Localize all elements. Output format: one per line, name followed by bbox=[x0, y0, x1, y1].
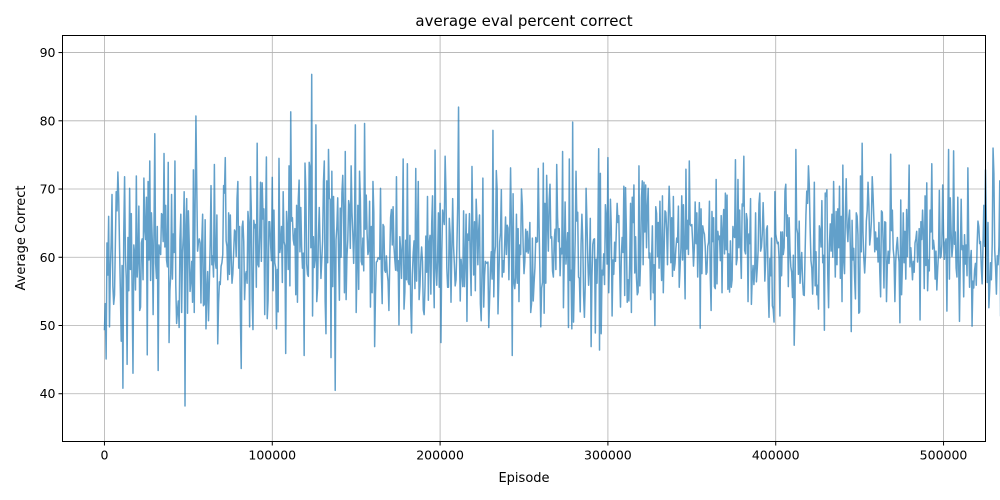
y-axis: 40 50 60 70 80 90 bbox=[40, 45, 63, 401]
y-tick-label: 40 bbox=[40, 386, 56, 401]
x-tick-label: 0 bbox=[100, 448, 108, 463]
x-axis-label: Episode bbox=[498, 471, 549, 486]
series-layer bbox=[103, 73, 1000, 407]
y-tick-label: 70 bbox=[40, 182, 56, 197]
y-tick-label: 90 bbox=[40, 45, 56, 60]
x-axis: 0 100000 200000 300000 400000 500000 bbox=[100, 441, 968, 463]
x-tick-label: 100000 bbox=[248, 448, 296, 463]
x-tick-label: 400000 bbox=[752, 448, 800, 463]
x-tick-label: 500000 bbox=[920, 448, 968, 463]
y-tick-label: 60 bbox=[40, 250, 56, 265]
y-axis-label: Average Correct bbox=[14, 186, 29, 291]
plot-frame bbox=[62, 35, 986, 442]
y-tick-label: 50 bbox=[40, 318, 56, 333]
series-line-0 bbox=[103, 73, 1000, 407]
x-tick-label: 200000 bbox=[416, 448, 464, 463]
x-tick-label: 300000 bbox=[584, 448, 632, 463]
chart-title: average eval percent correct bbox=[415, 12, 632, 30]
y-tick-label: 80 bbox=[40, 113, 56, 128]
